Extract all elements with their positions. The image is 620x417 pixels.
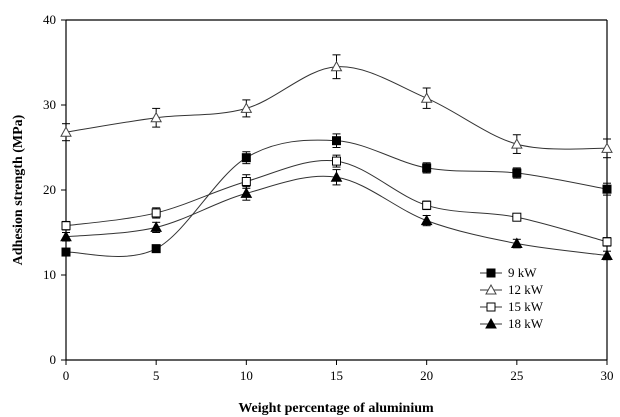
legend-label: 12 kW	[508, 282, 544, 297]
y-tick-label: 0	[50, 352, 57, 367]
data-point	[60, 230, 72, 242]
data-point	[150, 111, 163, 123]
x-tick-label: 25	[510, 368, 523, 383]
y-tick-label: 30	[43, 97, 56, 112]
data-point	[330, 60, 343, 72]
data-point	[240, 187, 253, 198]
y-tick-label: 40	[43, 12, 56, 27]
data-point	[240, 102, 253, 113]
data-point	[422, 163, 432, 173]
data-point	[241, 177, 251, 186]
data-point	[422, 200, 432, 210]
x-tick-label: 30	[601, 368, 614, 383]
data-point	[510, 138, 523, 149]
data-point	[151, 244, 161, 254]
series-line	[65, 175, 608, 256]
y-axis-title: Adhesion strength (MPa)	[11, 114, 26, 265]
x-tick-label: 15	[330, 368, 343, 383]
x-tick-label: 5	[153, 368, 160, 383]
y-tick-label: 20	[43, 182, 56, 197]
x-axis-title: Weight percentage of aluminium	[238, 401, 434, 416]
data-point	[60, 126, 72, 137]
x-tick-label: 10	[240, 368, 253, 383]
data-point	[510, 237, 523, 249]
legend-label: 18 kW	[508, 316, 544, 331]
series-15-kw	[61, 154, 612, 247]
ticks: 0 5 10 15 20 25 30 0 10 20 30 40	[43, 12, 614, 383]
data-point	[420, 214, 433, 226]
series-9-kw	[61, 133, 612, 257]
data-point	[330, 171, 343, 182]
data-point	[151, 208, 161, 218]
x-tick-label: 20	[420, 368, 433, 383]
data-point	[61, 247, 71, 257]
data-point	[420, 92, 433, 103]
data-point	[332, 156, 341, 166]
data-point	[601, 142, 613, 153]
data-point	[602, 184, 612, 194]
legend-label: 15 kW	[508, 299, 544, 314]
series-group	[60, 54, 613, 261]
data-point	[241, 153, 251, 163]
data-point	[601, 249, 613, 260]
data-point	[512, 212, 522, 222]
legend-marker	[486, 268, 496, 278]
series-18-kw	[60, 169, 613, 261]
data-point	[150, 221, 163, 232]
legend-marker	[485, 317, 497, 329]
data-point	[61, 221, 71, 231]
data-point	[512, 168, 522, 178]
legend-marker	[486, 302, 496, 312]
data-point	[602, 237, 612, 247]
legend: 9 kW 12 kW 15 kW 18 kW	[480, 265, 544, 331]
series-12-kw	[60, 54, 613, 159]
legend-label: 9 kW	[508, 265, 537, 280]
legend-marker	[485, 283, 497, 295]
data-point	[332, 136, 341, 146]
x-tick-label: 0	[63, 368, 70, 383]
y-tick-label: 10	[43, 267, 56, 282]
